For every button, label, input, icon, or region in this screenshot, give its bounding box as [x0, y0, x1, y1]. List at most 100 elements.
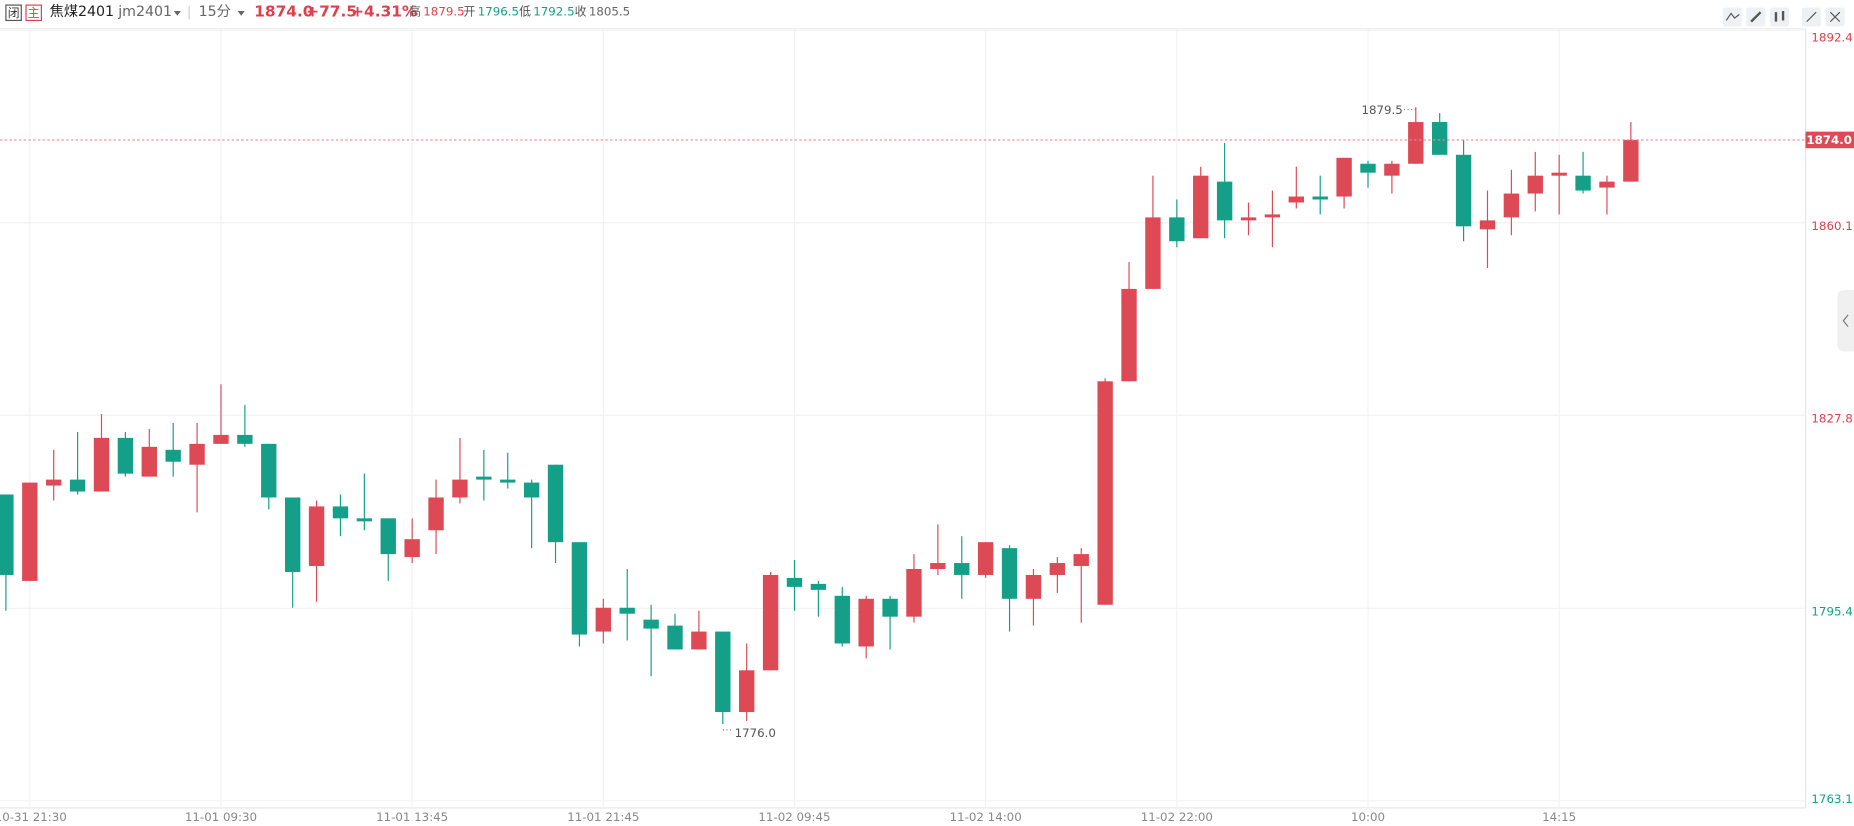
candle-body — [452, 479, 468, 498]
candle-body — [977, 542, 994, 575]
tool-indicator[interactable] — [1722, 7, 1742, 27]
candle-body — [0, 494, 14, 575]
dropdown-arrow[interactable] — [173, 10, 181, 16]
candle-body — [476, 476, 492, 480]
candle-body — [1169, 217, 1185, 242]
y-tick-label: 1860.1 — [1811, 219, 1852, 233]
y-tick-label: 1763.1 — [1811, 792, 1852, 806]
candle-body — [1216, 181, 1233, 221]
candle-body — [1312, 196, 1328, 200]
candle-body — [1073, 554, 1089, 567]
open-label: 开 — [464, 5, 476, 19]
tool-icon — [1725, 12, 1740, 21]
x-tick-label: 10-31 21:30 — [0, 810, 67, 824]
candle-body — [786, 577, 803, 587]
candle-body — [1384, 163, 1400, 176]
candle-body — [428, 497, 444, 531]
plot: 1892.4 1860.1 1827.8 1795.4 1763.1 10-31 21:3… — [0, 28, 1854, 824]
last-price-label: 1874.0 — [1806, 133, 1852, 147]
side-panel-tab[interactable] — [1837, 290, 1854, 352]
candle-body — [739, 670, 755, 713]
candle-body — [1408, 122, 1424, 164]
candle-body — [141, 446, 157, 477]
candle-body — [1527, 175, 1543, 194]
candle-body — [1479, 220, 1496, 230]
open-value: 1796.5 — [478, 5, 519, 19]
candle-body — [1025, 574, 1042, 599]
candle-body — [1240, 217, 1257, 221]
candle-body — [69, 479, 86, 492]
candle-body — [762, 574, 779, 671]
candle-body — [46, 479, 62, 486]
low-label: 低 — [519, 5, 531, 19]
candle-body — [1145, 217, 1161, 289]
candle-body — [691, 631, 707, 650]
candle-body — [523, 482, 540, 498]
candle-body — [810, 583, 827, 590]
candle-body — [1623, 139, 1639, 182]
high-value: 1879.5 — [423, 5, 464, 19]
candle-body — [261, 443, 277, 498]
candle-body — [667, 625, 683, 650]
toolbar — [1722, 7, 1845, 27]
tool-icon — [1806, 11, 1817, 23]
tool-icon — [1774, 10, 1785, 22]
candle-body — [308, 506, 325, 567]
candle-body — [117, 437, 134, 474]
candle-body — [882, 598, 898, 617]
close-label: 收 — [575, 5, 587, 19]
candle-body — [954, 563, 970, 575]
candle-body — [380, 518, 396, 555]
min-label: 1776.0 — [735, 726, 776, 740]
candle-body — [237, 434, 253, 444]
symbol-code[interactable]: jm2401 — [117, 4, 172, 20]
tool-candle[interactable] — [1770, 7, 1789, 27]
candle-body — [1455, 154, 1472, 227]
candle-body — [189, 443, 205, 465]
candle-body — [500, 479, 516, 483]
symbol-name[interactable]: 焦煤2401 — [50, 4, 114, 20]
chevron — [1842, 314, 1849, 328]
change-pct: +4.31% — [351, 3, 417, 21]
candle-body — [22, 482, 38, 581]
candle-body — [930, 563, 946, 570]
candle-body — [1049, 563, 1066, 575]
close-value: 1805.5 — [589, 5, 630, 19]
tool-icon — [1750, 11, 1762, 23]
candle-body — [284, 497, 301, 572]
y-tick-label: 1892.4 — [1811, 31, 1852, 45]
candle-body — [332, 506, 349, 519]
max-label: 1879.5 — [1361, 103, 1402, 117]
candle-body — [1264, 214, 1281, 218]
candle-body — [906, 569, 922, 617]
candle-body — [1575, 175, 1591, 191]
x-tick-label: 10:00 — [1351, 810, 1385, 824]
candle-body — [1097, 381, 1113, 605]
candle-body — [1288, 196, 1304, 203]
period[interactable]: 15分 — [199, 4, 231, 20]
tool-icon — [1829, 11, 1841, 23]
candle-body — [1336, 157, 1352, 197]
y-tick-label: 1795.4 — [1811, 604, 1852, 618]
candle-body — [1551, 172, 1567, 176]
y-tick-label: 1827.8 — [1811, 411, 1852, 425]
x-tick-label: 11-01 21:45 — [567, 810, 639, 824]
x-tick-label: 11-02 14:00 — [950, 810, 1022, 824]
candle-body — [404, 539, 420, 558]
close-icon-box[interactable] — [5, 4, 22, 22]
low-value: 1792.5 — [533, 5, 574, 19]
main-icon[interactable]: 主 — [28, 6, 40, 20]
candle-body — [1360, 163, 1376, 173]
main-icon-box[interactable] — [25, 4, 42, 22]
close-icon[interactable]: 闭 — [8, 6, 20, 20]
candle-body — [595, 607, 612, 632]
candle-body — [1001, 548, 1018, 599]
candle-body — [834, 595, 850, 644]
high-label: 高 — [409, 5, 421, 19]
last-price-badge — [1805, 131, 1854, 149]
candle-body — [715, 631, 731, 713]
dropdown-arrow[interactable] — [237, 10, 245, 16]
x-tick-label: 14:15 — [1542, 810, 1576, 824]
x-tick-label: 11-01 13:45 — [376, 810, 448, 824]
